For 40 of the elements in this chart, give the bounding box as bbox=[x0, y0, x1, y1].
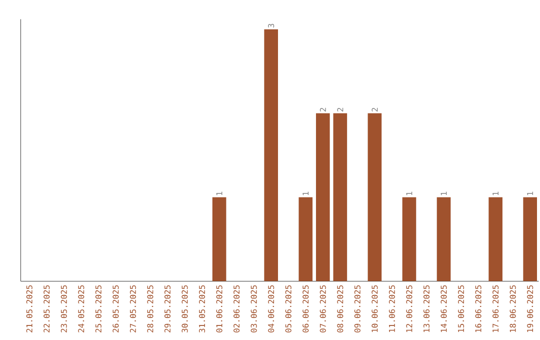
x-tick-label: 27.05.2025 bbox=[130, 285, 136, 332]
x-tick-label: 07.06.2025 bbox=[320, 285, 326, 332]
x-tick-label: 13.06.2025 bbox=[423, 285, 430, 332]
x-tick-label: 10.06.2025 bbox=[372, 285, 378, 332]
x-tick-label: 16.06.2025 bbox=[475, 285, 482, 332]
x-tick-label: 18.06.2025 bbox=[510, 285, 516, 332]
x-tick-label: 02.06.2025 bbox=[234, 285, 240, 332]
data-label: 1 bbox=[216, 192, 222, 196]
x-tick-label: 21.05.2025 bbox=[26, 285, 32, 332]
x-tick-label: 09.06.2025 bbox=[354, 285, 360, 332]
x-tick-label: 03.06.2025 bbox=[250, 285, 257, 332]
x-tick-label: 04.06.2025 bbox=[268, 285, 274, 332]
x-tick-label: 08.06.2025 bbox=[337, 285, 344, 332]
x-tick-label: 17.06.2025 bbox=[492, 285, 499, 332]
x-tick-label: 24.05.2025 bbox=[78, 285, 84, 332]
data-label: 1 bbox=[302, 192, 309, 196]
data-label: 1 bbox=[440, 192, 447, 196]
data-label: 2 bbox=[372, 108, 378, 112]
x-tick-label: 29.05.2025 bbox=[164, 285, 171, 332]
x-tick-label: 22.05.2025 bbox=[44, 285, 50, 332]
x-tick-label: 01.06.2025 bbox=[216, 285, 222, 332]
data-label: 2 bbox=[337, 108, 344, 112]
x-tick-label: 31.05.2025 bbox=[198, 285, 206, 332]
data-label: 1 bbox=[492, 192, 498, 196]
x-tick-label: 15.06.2025 bbox=[458, 285, 464, 332]
x-tick-label: 05.06.2025 bbox=[285, 285, 292, 332]
data-label: 3 bbox=[268, 24, 274, 28]
x-tick-label: 25.05.2025 bbox=[95, 285, 102, 332]
data-label: 2 bbox=[320, 108, 326, 112]
x-tick-label: 26.05.2025 bbox=[112, 285, 119, 332]
x-tick-label: 14.06.2025 bbox=[440, 285, 447, 332]
data-label: 1 bbox=[406, 192, 412, 196]
x-tick-label: 19.06.2025 bbox=[527, 285, 534, 332]
x-tick-label: 30.05.2025 bbox=[182, 285, 188, 332]
data-label: 1 bbox=[527, 192, 534, 196]
x-tick-label: 11.06.2025 bbox=[388, 285, 395, 332]
x-tick-label: 23.05.2025 bbox=[60, 285, 67, 332]
x-tick-label: 12.06.2025 bbox=[406, 285, 412, 332]
x-tick-label: 28.05.2025 bbox=[147, 285, 154, 332]
x-tick-label: 06.06.2025 bbox=[302, 285, 309, 332]
